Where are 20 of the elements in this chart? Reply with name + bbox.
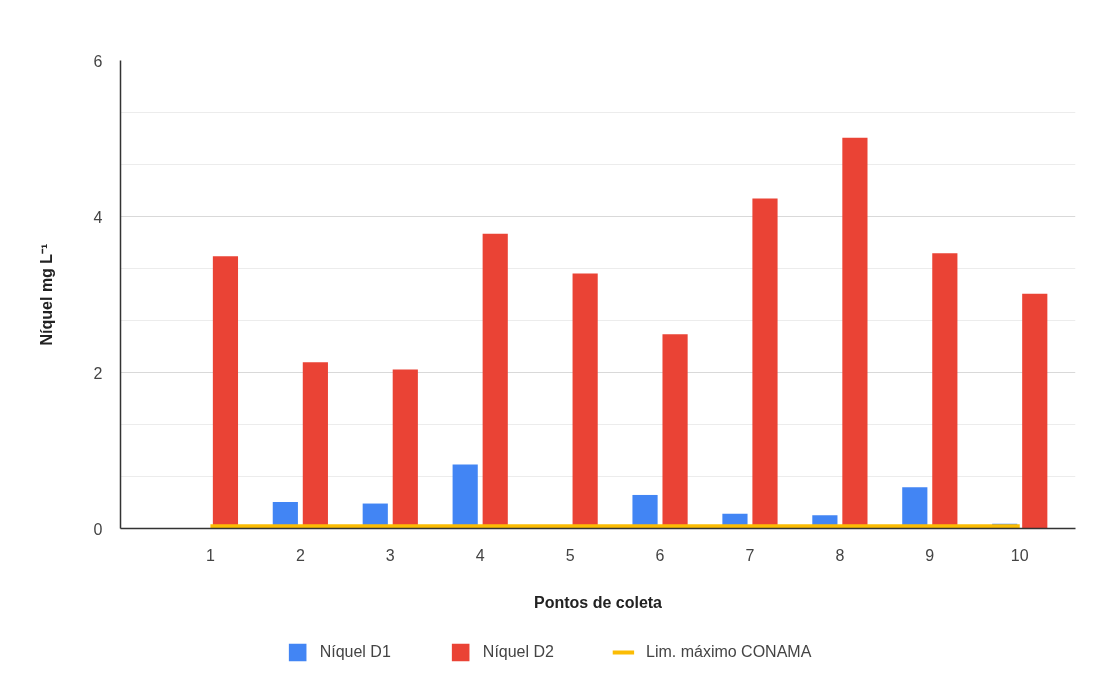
x-tick-label: 3 xyxy=(385,546,395,564)
x-tick-label: 5 xyxy=(565,546,575,564)
x-tick-label: 1 xyxy=(205,546,215,564)
y-tick-label: 2 xyxy=(93,364,103,382)
bar xyxy=(1022,293,1048,529)
y-axis-title: Níquel mg L⁻¹ xyxy=(37,243,55,346)
x-axis-title: Pontos de coleta xyxy=(533,593,663,611)
legend-label: Níquel D2 xyxy=(482,643,554,661)
legend-label: Níquel D1 xyxy=(319,643,391,661)
x-tick-label: 7 xyxy=(745,546,755,564)
x-tick-label: 8 xyxy=(835,546,845,564)
x-tick-label: 4 xyxy=(475,546,485,564)
x-tick-label: 2 xyxy=(295,546,305,564)
x-tick-label: 9 xyxy=(925,546,935,564)
x-tick-label: 10 xyxy=(1010,546,1029,564)
y-tick-label: 0 xyxy=(93,520,103,538)
y-tick-label: 6 xyxy=(93,52,103,70)
x-tick-label: 6 xyxy=(655,546,665,564)
y-tick-label: 4 xyxy=(93,208,103,226)
legend-label: Lim. máximo CONAMA xyxy=(645,643,812,661)
